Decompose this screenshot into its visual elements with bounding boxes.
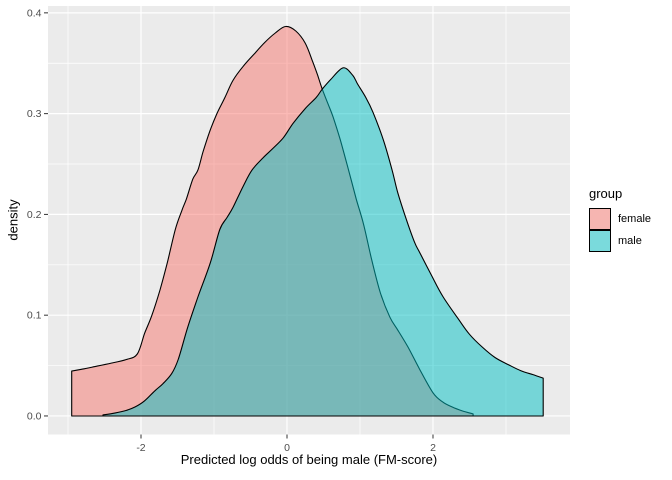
y-tick-label: 0.4 <box>27 7 42 19</box>
legend-swatch-female <box>589 208 611 230</box>
y-tick-label: 0.0 <box>27 410 42 422</box>
legend-label-female: female <box>618 213 652 225</box>
x-axis-title: Predicted log odds of being male (FM-sco… <box>180 452 438 467</box>
y-tick-label: 0.1 <box>27 310 42 322</box>
legend-label-male: male <box>618 235 642 247</box>
y-tick-label: 0.3 <box>27 108 42 120</box>
y-tick-label: 0.2 <box>27 209 42 221</box>
legend-entry-male: male <box>589 230 651 252</box>
legend-title: group <box>589 186 623 201</box>
x-tick-label: 0 <box>284 442 290 454</box>
legend-swatch-male <box>589 230 611 252</box>
density-area-male <box>102 67 544 417</box>
legend: group female male <box>589 186 651 252</box>
legend-entry-female: female <box>589 208 651 230</box>
x-tick-label: -2 <box>136 442 145 454</box>
y-axis-title: density <box>5 199 21 241</box>
x-tick-label: 2 <box>430 442 436 454</box>
